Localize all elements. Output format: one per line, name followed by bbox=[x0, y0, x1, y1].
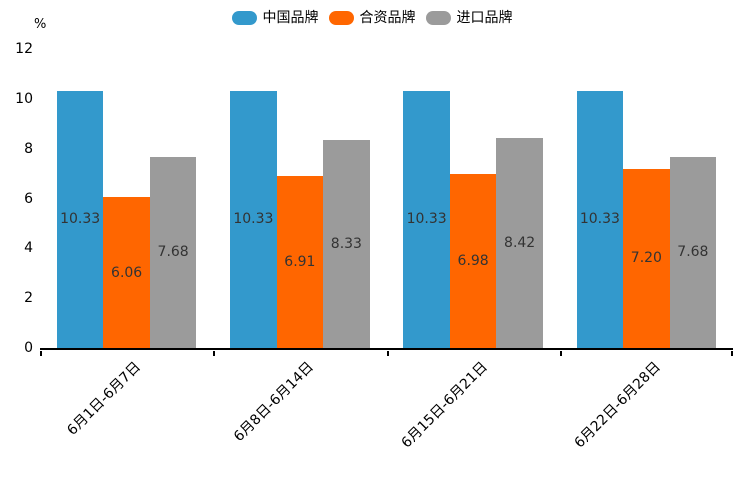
x-axis-tick bbox=[386, 351, 389, 356]
x-tick-label: 6月15日-6月21日 bbox=[398, 359, 491, 452]
y-tick-label: 2 bbox=[24, 290, 33, 307]
bar bbox=[496, 138, 543, 348]
bar-value-label: 6.98 bbox=[457, 253, 489, 270]
bar-value-label: 8.42 bbox=[504, 235, 536, 252]
y-tick-label: 8 bbox=[24, 140, 33, 157]
bar-value-label: 10.33 bbox=[233, 211, 274, 228]
x-axis-tick bbox=[40, 351, 42, 356]
bar bbox=[623, 168, 670, 348]
bar-value-label: 10.33 bbox=[406, 211, 447, 228]
x-axis-tick bbox=[213, 351, 216, 356]
y-tick-label: 10 bbox=[15, 90, 33, 107]
legend: 中国品牌 合资品牌 进口品牌 bbox=[0, 9, 744, 27]
bar bbox=[576, 90, 624, 348]
legend-label: 中国品牌 bbox=[262, 10, 319, 26]
legend-swatch bbox=[231, 11, 257, 25]
bar-value-label: 7.68 bbox=[157, 244, 189, 261]
bar-value-label: 8.33 bbox=[330, 236, 362, 253]
y-tick-label: 6 bbox=[24, 190, 33, 207]
legend-item-joint-venture-brand[interactable]: 合资品牌 bbox=[328, 9, 416, 27]
bar bbox=[103, 197, 150, 348]
x-tick-label: 6月22日-6月28日 bbox=[571, 359, 664, 452]
y-axis: 0 2 4 6 8 10 12 bbox=[0, 41, 33, 356]
bar bbox=[403, 90, 450, 348]
legend-swatch bbox=[328, 11, 354, 25]
x-axis: 6月1日-6月7日 6月8日-6月14日 6月15日-6月21日 6月22日-6月28… bbox=[40, 351, 733, 491]
y-tick-label: 0 bbox=[24, 340, 33, 356]
legend-swatch bbox=[425, 11, 451, 25]
bar-value-label: 7.68 bbox=[677, 244, 709, 261]
bar-value-label: 7.20 bbox=[630, 250, 662, 267]
bar bbox=[149, 156, 197, 348]
legend-label: 合资品牌 bbox=[359, 10, 416, 26]
y-tick-label: 12 bbox=[15, 41, 33, 57]
bar-value-label: 10.33 bbox=[579, 211, 620, 228]
bar bbox=[56, 90, 104, 348]
y-tick-label: 4 bbox=[24, 240, 33, 257]
bar-value-label: 6.91 bbox=[284, 253, 316, 270]
bar bbox=[230, 90, 277, 348]
bar bbox=[276, 175, 324, 348]
x-tick-label: 6月8日-6月14日 bbox=[231, 359, 318, 445]
plot-area: 10.33 10.33 10.33 10.33 6.06 6.91 6.98 7.20 7.68… bbox=[40, 49, 733, 350]
bar bbox=[449, 174, 497, 348]
legend-item-import-brand[interactable]: 进口品牌 bbox=[425, 9, 513, 27]
legend-label: 进口品牌 bbox=[456, 10, 513, 26]
bar-value-label: 6.06 bbox=[111, 264, 143, 281]
legend-item-china-brand[interactable]: 中国品牌 bbox=[231, 9, 319, 27]
bar bbox=[323, 140, 370, 348]
bar bbox=[669, 156, 717, 348]
bar-value-label: 10.33 bbox=[60, 211, 101, 228]
y-axis-unit-label: % bbox=[34, 17, 47, 32]
x-tick-label: 6月1日-6月7日 bbox=[64, 359, 144, 439]
x-axis-tick bbox=[731, 351, 733, 356]
x-axis-tick bbox=[559, 351, 562, 356]
